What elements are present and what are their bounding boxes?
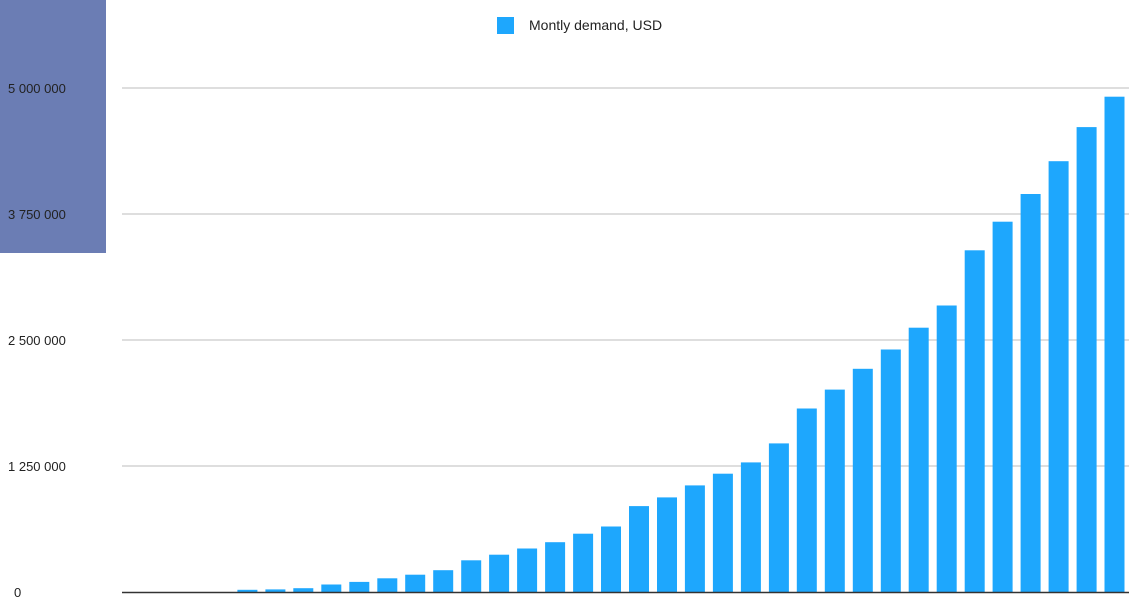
bar (880, 349, 901, 592)
gridlines (122, 87, 1129, 467)
y-tick-label: 0 (14, 585, 21, 600)
legend-label: Montly demand, USD (529, 17, 662, 33)
bar (1020, 194, 1041, 592)
bar (824, 389, 845, 592)
bar (684, 485, 705, 592)
bar (545, 542, 566, 592)
legend-swatch (497, 17, 514, 34)
y-tick-label: 2 500 000 (8, 333, 66, 348)
bar (1048, 161, 1069, 592)
bar (657, 497, 677, 592)
y-tick-label: 3 750 000 (8, 207, 66, 222)
bar (433, 570, 454, 592)
bar (712, 473, 733, 592)
y-tick-label: 5 000 000 (8, 81, 66, 96)
bar (768, 443, 789, 592)
bar (349, 581, 370, 592)
bar (321, 584, 342, 592)
bar (1104, 96, 1125, 592)
bar (629, 506, 649, 592)
bar (992, 221, 1013, 592)
bar (237, 589, 258, 592)
bar (908, 327, 929, 592)
bar (517, 548, 538, 592)
bar (852, 368, 873, 592)
bar (293, 588, 314, 592)
bar (265, 589, 286, 592)
bar (377, 578, 398, 592)
bar (964, 250, 985, 593)
y-tick-label: 1 250 000 (8, 459, 66, 474)
bar (1076, 127, 1097, 592)
bars (237, 96, 1125, 593)
bar (936, 305, 957, 592)
bar (489, 554, 510, 592)
bar (461, 560, 482, 592)
y-axis-ticks: 0 1 250 000 2 500 000 3 750 000 5 000 000 (8, 81, 66, 600)
overlay-panel (0, 0, 106, 253)
bar (796, 408, 817, 592)
bar (405, 574, 426, 592)
legend: Montly demand, USD (497, 17, 662, 34)
bar (573, 533, 594, 592)
bar (601, 526, 621, 592)
bar (740, 462, 761, 592)
